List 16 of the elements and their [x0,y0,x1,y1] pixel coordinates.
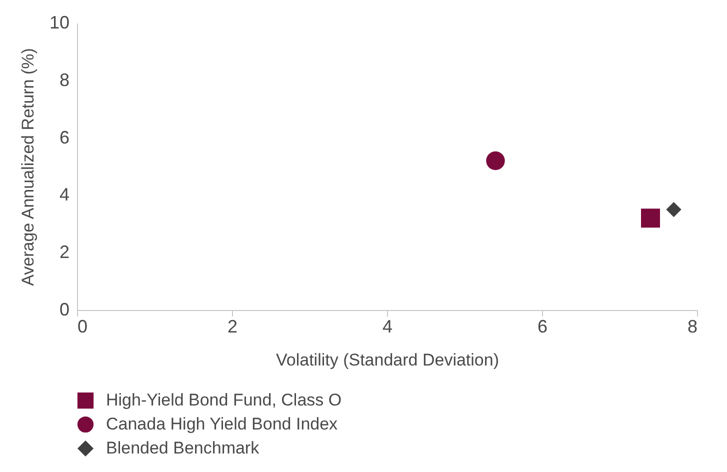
y-tick-label: 2 [59,242,70,262]
x-tick-label: 4 [382,316,393,336]
x-tick-label: 2 [227,316,238,336]
x-tick-label: 8 [687,316,698,336]
y-tick-label: 10 [49,12,70,32]
x-tick-label: 6 [537,316,548,336]
legend-label: Blended Benchmark [106,438,260,458]
y-tick-label: 6 [59,127,70,148]
y-tick-label: 0 [59,300,70,320]
legend-label: Canada High Yield Bond Index [106,414,338,434]
x-axis-title: Volatility (Standard Deviation) [276,350,500,370]
x-tick-label: 0 [78,316,88,336]
y-tick-label: 4 [59,184,70,205]
y-tick-label: 8 [59,70,70,90]
legend-label: High-Yield Bond Fund, Class O [106,390,342,410]
y-axis-title: Average Annualized Return (%) [18,48,38,286]
